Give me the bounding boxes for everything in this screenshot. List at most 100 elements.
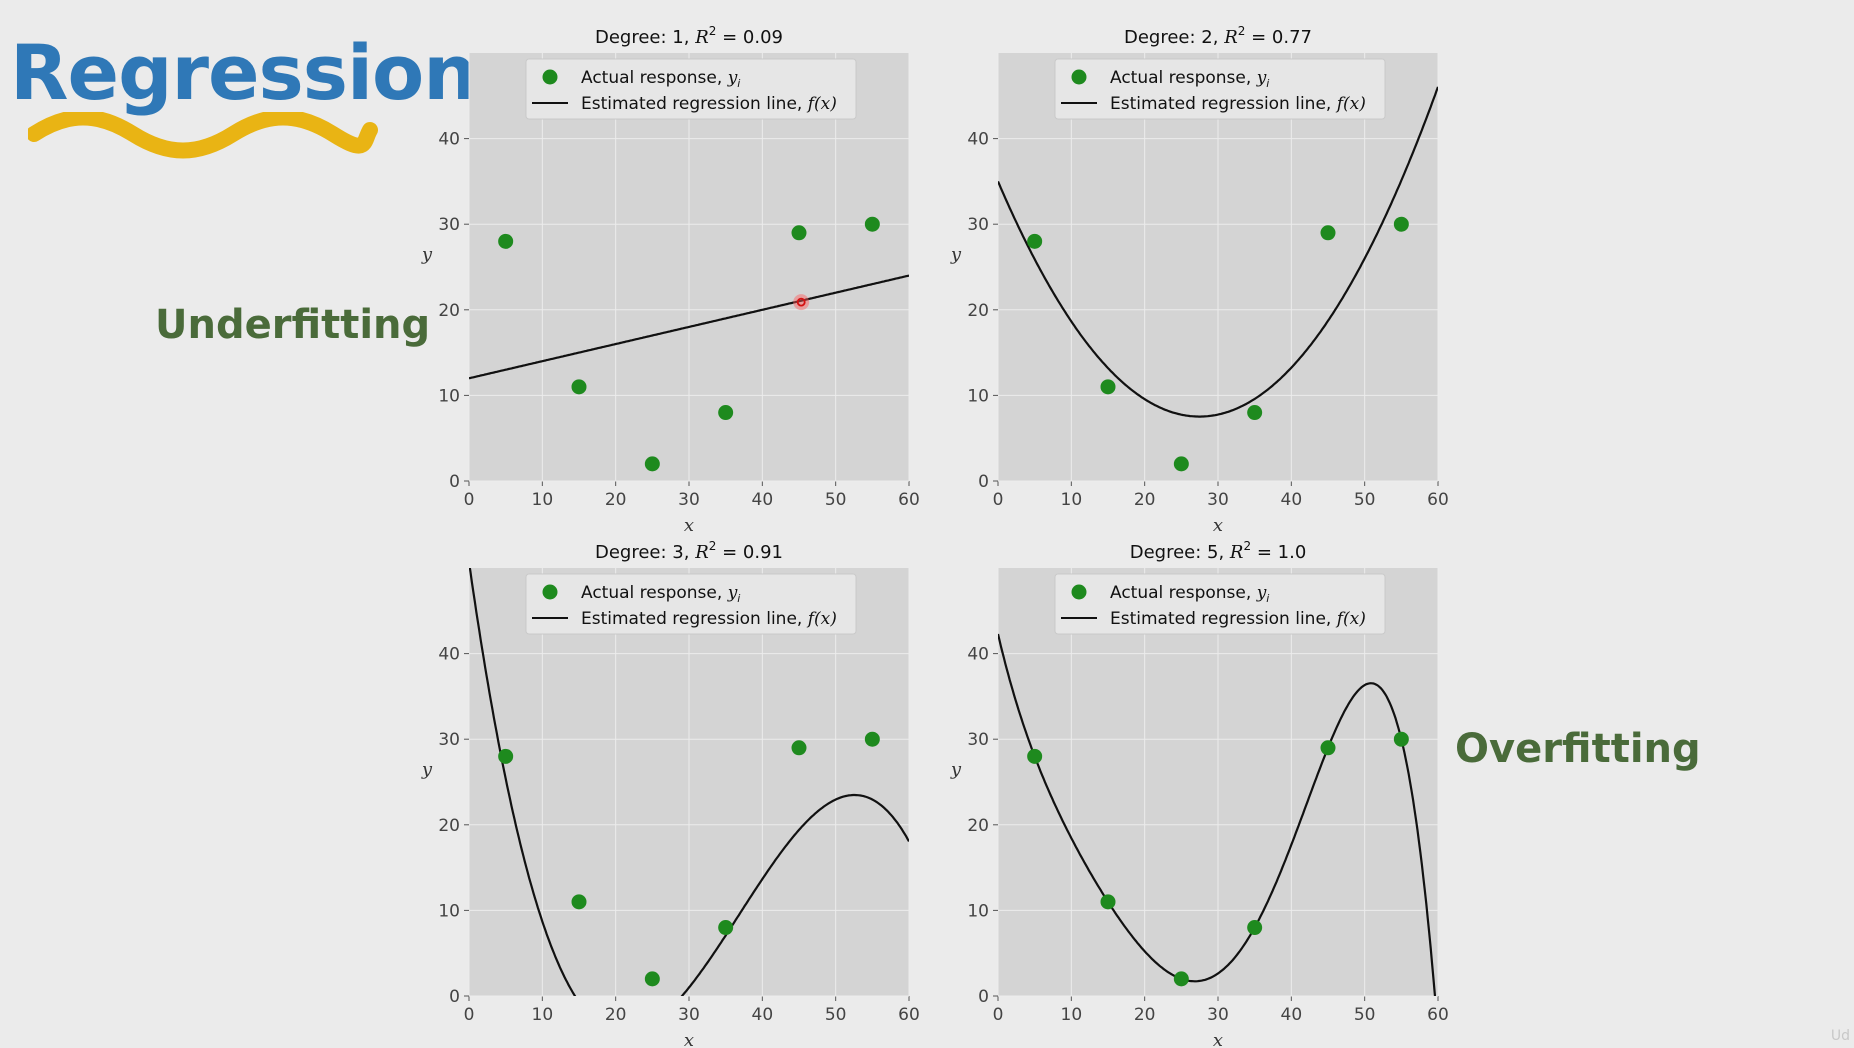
legend-box xyxy=(1054,573,1386,635)
legend-points-symbol: y xyxy=(1256,583,1267,603)
y-axis-label: y xyxy=(421,244,433,265)
data-point xyxy=(718,405,734,421)
chart-panel-2: 0 10 20 30 40 50 60 0 10 20 30 40 x y Degree: 2, R2 = … xyxy=(950,24,1449,536)
y-tick-label: 10 xyxy=(438,901,460,921)
data-point xyxy=(1173,971,1189,987)
x-tick-label: 60 xyxy=(1427,490,1449,510)
x-tick-label: 0 xyxy=(993,1005,1004,1025)
x-tick-label: 30 xyxy=(1207,1005,1229,1025)
chart-title: Degree: 1, R2 = 0.09 xyxy=(595,24,783,48)
chart-panel-4: 0 10 20 30 40 50 60 0 10 20 30 40 x y Degree: 5, R2 = … xyxy=(950,539,1449,1048)
title-prefix: Degree: 2, xyxy=(1124,27,1224,48)
y-axis-label: y xyxy=(950,759,962,780)
data-point xyxy=(1100,379,1116,395)
legend-line-label: Estimated regression line, f(x) xyxy=(581,94,837,114)
regression-line xyxy=(469,568,909,996)
x-tick-label: 10 xyxy=(1061,1005,1083,1025)
legend-points-label: Actual response, yi xyxy=(1110,583,1269,605)
legend-points-symbol: y xyxy=(727,583,738,603)
regression-line xyxy=(998,633,1437,996)
title-superscript: 2 xyxy=(709,539,717,553)
title-superscript: 2 xyxy=(709,24,717,38)
legend-line-label: Estimated regression line, f(x) xyxy=(1110,94,1366,114)
regression-line xyxy=(998,86,1438,418)
legend-points-symbol: y xyxy=(1256,68,1267,88)
legend-line-symbol: f(x) xyxy=(806,94,837,114)
y-tick-label: 0 xyxy=(449,987,460,1007)
y-tick-label: 40 xyxy=(438,130,460,150)
data-point xyxy=(498,748,514,764)
data-point xyxy=(791,225,807,241)
x-tick-label: 40 xyxy=(1281,1005,1303,1025)
x-tick-label: 40 xyxy=(752,490,774,510)
legend-line-text: Estimated regression line, xyxy=(1110,94,1337,114)
title-prefix: Degree: 1, xyxy=(595,27,695,48)
y-axis-label: y xyxy=(421,759,433,780)
title-r-symbol: R xyxy=(1229,542,1244,563)
x-tick-label: 0 xyxy=(464,1005,475,1025)
data-point xyxy=(864,216,880,232)
data-point xyxy=(571,894,587,910)
chart-title: Degree: 2, R2 = 0.77 xyxy=(1124,24,1312,48)
legend-point-marker xyxy=(1071,69,1087,85)
data-point xyxy=(718,920,734,936)
data-point xyxy=(1027,748,1043,764)
legend-line-text: Estimated regression line, xyxy=(581,94,808,114)
x-tick-label: 30 xyxy=(678,490,700,510)
chart-title: Degree: 5, R2 = 1.0 xyxy=(1130,539,1307,563)
y-tick-label: 20 xyxy=(438,816,460,836)
y-tick-label: 10 xyxy=(967,901,989,921)
data-point xyxy=(1320,740,1336,756)
y-tick-label: 20 xyxy=(967,301,989,321)
data-point xyxy=(1247,405,1263,421)
legend-points-subscript: i xyxy=(1266,592,1269,605)
legend-points-label: Actual response, yi xyxy=(1110,68,1269,90)
x-tick-label: 20 xyxy=(605,1005,627,1025)
x-tick-label: 40 xyxy=(1281,490,1303,510)
x-tick-label: 60 xyxy=(898,1005,920,1025)
legend-points-text: Actual response, xyxy=(581,583,728,603)
data-point xyxy=(1100,894,1116,910)
legend-line-label: Estimated regression line, f(x) xyxy=(1110,609,1366,629)
chart-title: Degree: 3, R2 = 0.91 xyxy=(595,539,783,563)
legend-line-symbol: f(x) xyxy=(806,609,837,629)
legend-box xyxy=(525,573,857,635)
legend-points-subscript: i xyxy=(737,77,740,90)
cursor-highlight xyxy=(793,294,810,311)
x-tick-label: 20 xyxy=(1134,1005,1156,1025)
legend-line-symbol: f(x) xyxy=(1335,609,1366,629)
x-tick-label: 10 xyxy=(532,1005,554,1025)
legend-points-text: Actual response, xyxy=(1110,583,1257,603)
y-tick-label: 30 xyxy=(438,730,460,750)
y-tick-label: 30 xyxy=(967,215,989,235)
underfitting-label: Underfitting xyxy=(155,302,431,348)
legend-points-label: Actual response, yi xyxy=(581,68,740,90)
data-point xyxy=(1027,233,1043,249)
y-tick-label: 10 xyxy=(967,386,989,406)
data-point xyxy=(864,731,880,747)
legend-points-label: Actual response, yi xyxy=(581,583,740,605)
legend-line-symbol: f(x) xyxy=(1335,94,1366,114)
title-prefix: Degree: 3, xyxy=(595,542,695,563)
x-tick-label: 50 xyxy=(1354,490,1376,510)
legend-box xyxy=(525,58,857,120)
y-tick-label: 10 xyxy=(438,386,460,406)
x-tick-label: 30 xyxy=(678,1005,700,1025)
legend-points-text: Actual response, xyxy=(581,68,728,88)
overfitting-label: Overfitting xyxy=(1455,726,1701,772)
data-point xyxy=(1393,731,1409,747)
title-r-symbol: R xyxy=(1223,27,1238,48)
x-tick-label: 40 xyxy=(752,1005,774,1025)
title-prefix: Degree: 5, xyxy=(1130,542,1230,563)
page-heading: Regression xyxy=(10,28,477,117)
data-point xyxy=(1247,920,1263,936)
squiggle-underline xyxy=(28,112,378,159)
x-axis-label: x xyxy=(1213,1030,1223,1048)
x-tick-label: 20 xyxy=(1134,490,1156,510)
title-r2-value: = 1.0 xyxy=(1251,542,1306,563)
legend-line-text: Estimated regression line, xyxy=(1110,609,1337,629)
watermark: Ud xyxy=(1830,1028,1850,1044)
y-tick-label: 40 xyxy=(967,130,989,150)
data-point xyxy=(571,379,587,395)
x-tick-label: 10 xyxy=(1061,490,1083,510)
